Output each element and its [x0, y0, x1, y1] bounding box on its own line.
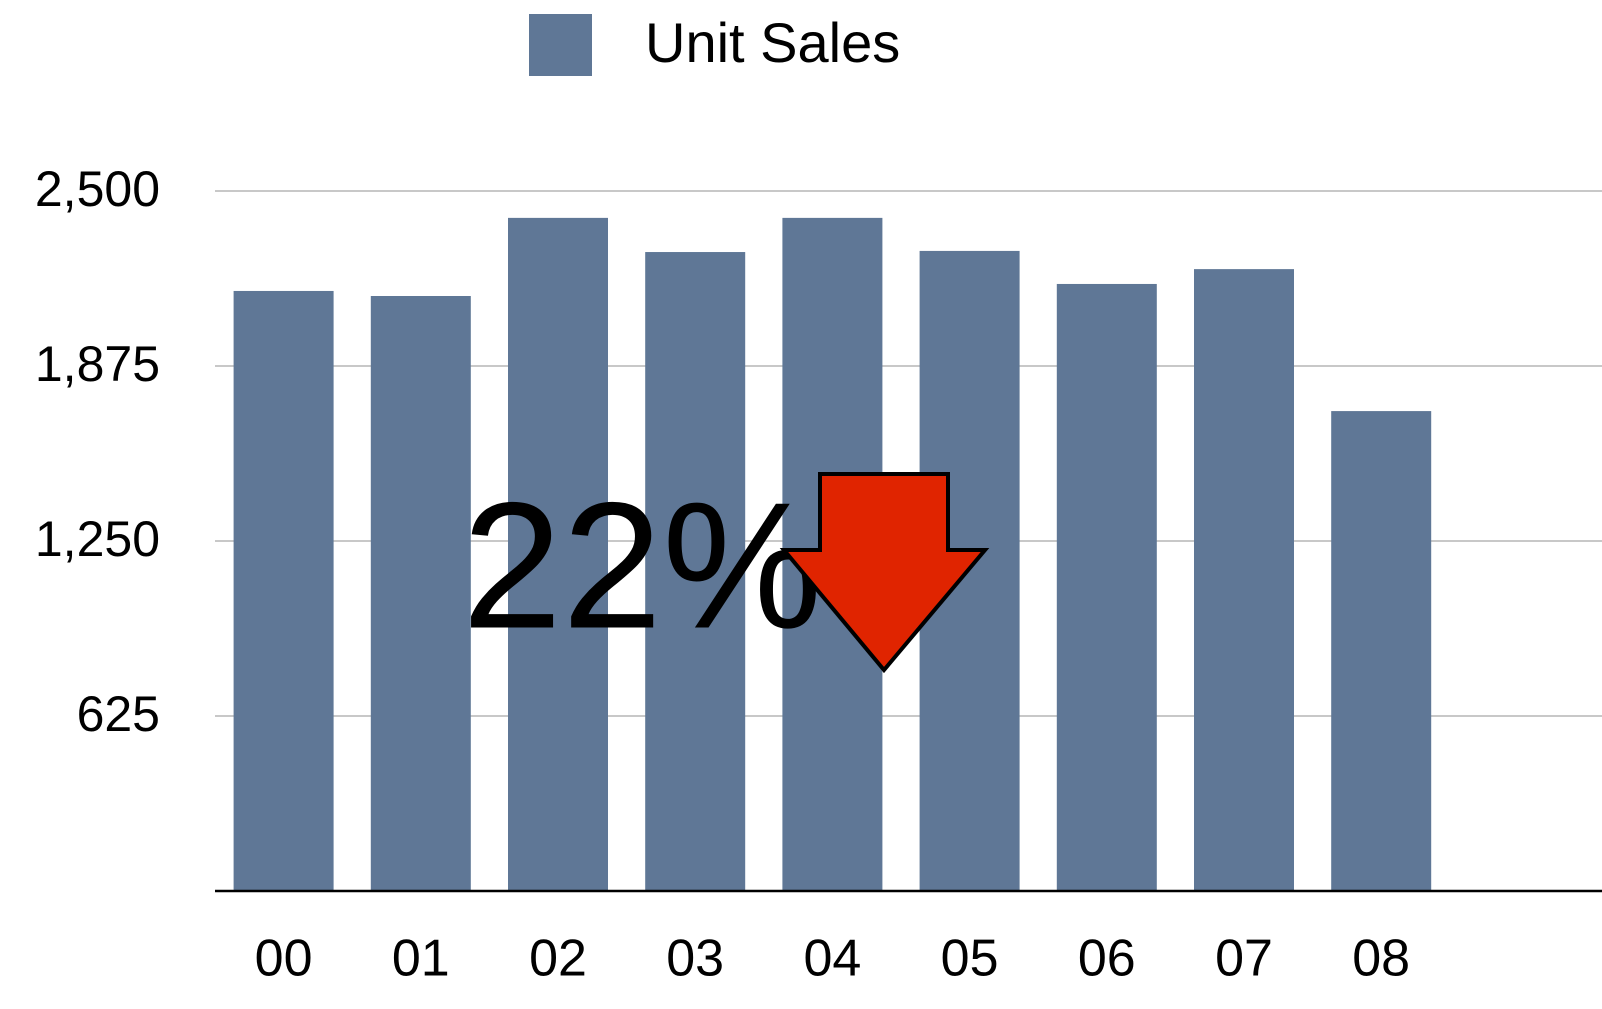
annotation: 22%: [462, 466, 822, 667]
bar: [508, 217, 608, 891]
legend-swatch: [529, 14, 592, 76]
bar: [1194, 269, 1294, 891]
x-tick-label: 01: [392, 930, 450, 988]
y-tick-label: 1,250: [35, 511, 160, 567]
x-tick-label: 05: [941, 930, 999, 988]
bar: [233, 290, 334, 892]
y-tick-label: 625: [77, 686, 160, 742]
y-tick-label: 1,875: [35, 336, 160, 392]
down-arrow: [779, 472, 990, 674]
x-tick-label: 03: [666, 930, 724, 988]
x-tick-label: 06: [1078, 930, 1136, 988]
bar: [1056, 283, 1157, 892]
x-tick-label: 07: [1215, 930, 1273, 988]
x-tick-label: 08: [1352, 930, 1410, 988]
y-tick-label: 2,500: [35, 161, 160, 217]
x-tick-label: 00: [255, 930, 313, 988]
legend-label: Unit Sales: [645, 11, 900, 74]
x-tick-label: 04: [803, 930, 861, 988]
x-tick-label: 02: [529, 930, 587, 988]
bar: [645, 252, 746, 892]
bar: [1331, 411, 1432, 891]
bar: [370, 296, 471, 891]
